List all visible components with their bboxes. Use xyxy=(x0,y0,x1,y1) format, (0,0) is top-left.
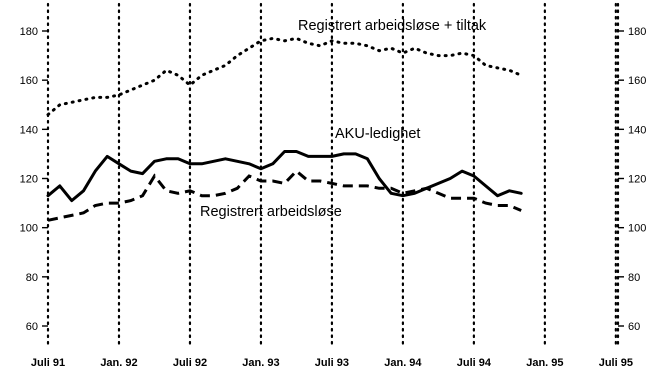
y-tick-label-left: 100 xyxy=(20,223,38,235)
y-tick-label-left: 140 xyxy=(20,124,38,136)
y-tick-label-right: 80 xyxy=(628,272,640,284)
y-tick-label-right: 140 xyxy=(628,124,646,136)
x-tick-label: Juli 92 xyxy=(173,357,207,369)
annotation-registered-plus-measures: Registrert arbeidsløse + tiltak xyxy=(298,18,487,34)
series-line-registered-plus-measures xyxy=(46,36,523,117)
x-tick-label: Juli 91 xyxy=(31,357,65,369)
annotation-aku-unemployment: AKU-ledighet xyxy=(335,126,420,142)
series-line-registered-unemployed xyxy=(47,169,522,222)
series-annotations: Registrert arbeidsløse + tiltak AKU-ledig… xyxy=(200,18,487,220)
x-tick-label: Juli 94 xyxy=(457,357,492,369)
x-tick-label: Juli 95 xyxy=(599,357,633,369)
annotation-registered-unemployed: Registrert arbeidsløse xyxy=(200,204,342,220)
y-tick-label-right: 160 xyxy=(628,75,646,87)
x-tick-label: Jan. 94 xyxy=(384,357,422,369)
y-tick-label-right: 120 xyxy=(628,174,646,186)
axes: Juli 91 Jan. 92 Juli 92 Jan. 93 Juli 93 Jan. … xyxy=(20,26,647,369)
y-tick-label-left: 160 xyxy=(20,75,38,87)
x-tick-label: Jan. 95 xyxy=(526,357,563,369)
series-lines xyxy=(46,36,523,222)
y-tick-label-right: 100 xyxy=(628,223,646,235)
y-tick-label-left: 80 xyxy=(26,272,38,284)
x-tick-label: Jan. 93 xyxy=(242,357,279,369)
x-tick-label: Jan. 92 xyxy=(100,357,137,369)
y-tick-label-left: 180 xyxy=(20,26,38,38)
y-tick-label-right: 180 xyxy=(628,26,646,38)
y-tick-label-left: 60 xyxy=(26,321,38,333)
vertical-gridlines xyxy=(46,2,620,348)
series-line-aku-unemployment xyxy=(46,150,523,203)
x-tick-label: Juli 93 xyxy=(315,357,349,369)
y-tick-label-right: 60 xyxy=(628,321,640,333)
y-tick-label-left: 120 xyxy=(20,174,38,186)
